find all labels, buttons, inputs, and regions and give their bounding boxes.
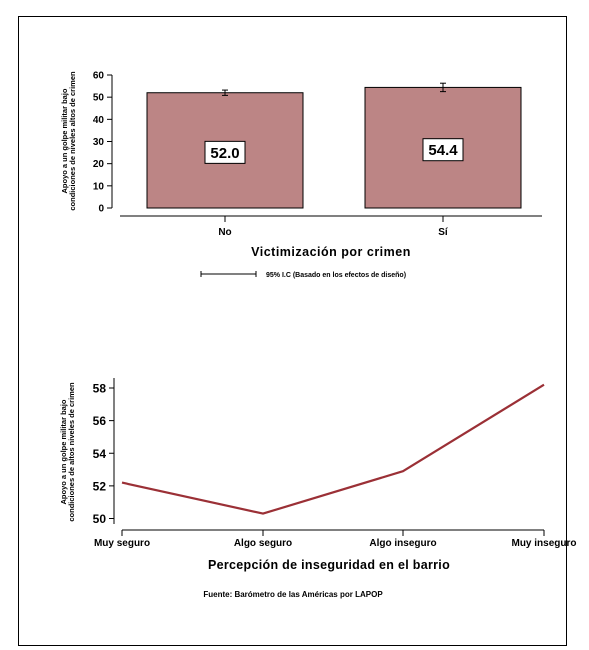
data-label-box [204, 140, 246, 164]
source-note: Fuente: Barómetro de las Américas por LA… [203, 590, 383, 599]
y-axis-label-line1: Apoyo a un golpe militar bajo [59, 399, 68, 504]
data-label: 54.4 [428, 142, 458, 159]
x-axis-label: Percepción de inseguridad en el barrio [208, 558, 450, 572]
y-tick-label: 60 [93, 71, 105, 82]
bar-chart: Apoyo a un golpe militar bajo condicione… [60, 71, 542, 279]
x-tick-label: Muy inseguro [511, 538, 576, 549]
y-axis-label-line2: condiciones de niveles altos de crimen [68, 71, 77, 211]
line-chart: Apoyo a un golpe militar bajo condicione… [59, 378, 577, 599]
y-tick-label: 10 [93, 181, 105, 192]
y-tick-label: 56 [93, 414, 107, 428]
y-tick-label: 50 [93, 512, 107, 526]
y-tick-label: 50 [93, 93, 105, 104]
y-tick-label: 40 [93, 115, 105, 126]
y-axis-label-line1: Apoyo a un golpe militar bajo [60, 88, 69, 193]
x-tick-label: Algo seguro [234, 538, 292, 549]
ci-legend-text: 95% I.C (Basado en los efectos de diseño… [266, 272, 406, 279]
y-tick-label: 54 [93, 447, 107, 461]
y-tick-label: 20 [93, 159, 105, 170]
x-axis-label: Victimización por crimen [251, 245, 411, 259]
x-tick-label: No [218, 227, 231, 238]
data-label-box [422, 138, 464, 162]
y-tick-label: 52 [93, 479, 107, 493]
figure-frame [18, 16, 567, 646]
x-tick-label: Sí [438, 227, 449, 238]
x-tick-label: Algo inseguro [369, 538, 436, 549]
series-line [121, 383, 545, 515]
x-tick-label: Muy seguro [94, 538, 150, 549]
y-tick-label: 30 [93, 137, 105, 148]
y-tick-label: 0 [98, 204, 104, 215]
y-axis-label-line2: condiciones de altos niveles de crimen [67, 382, 76, 522]
data-label: 52.0 [210, 145, 239, 162]
y-tick-label: 58 [93, 382, 107, 396]
